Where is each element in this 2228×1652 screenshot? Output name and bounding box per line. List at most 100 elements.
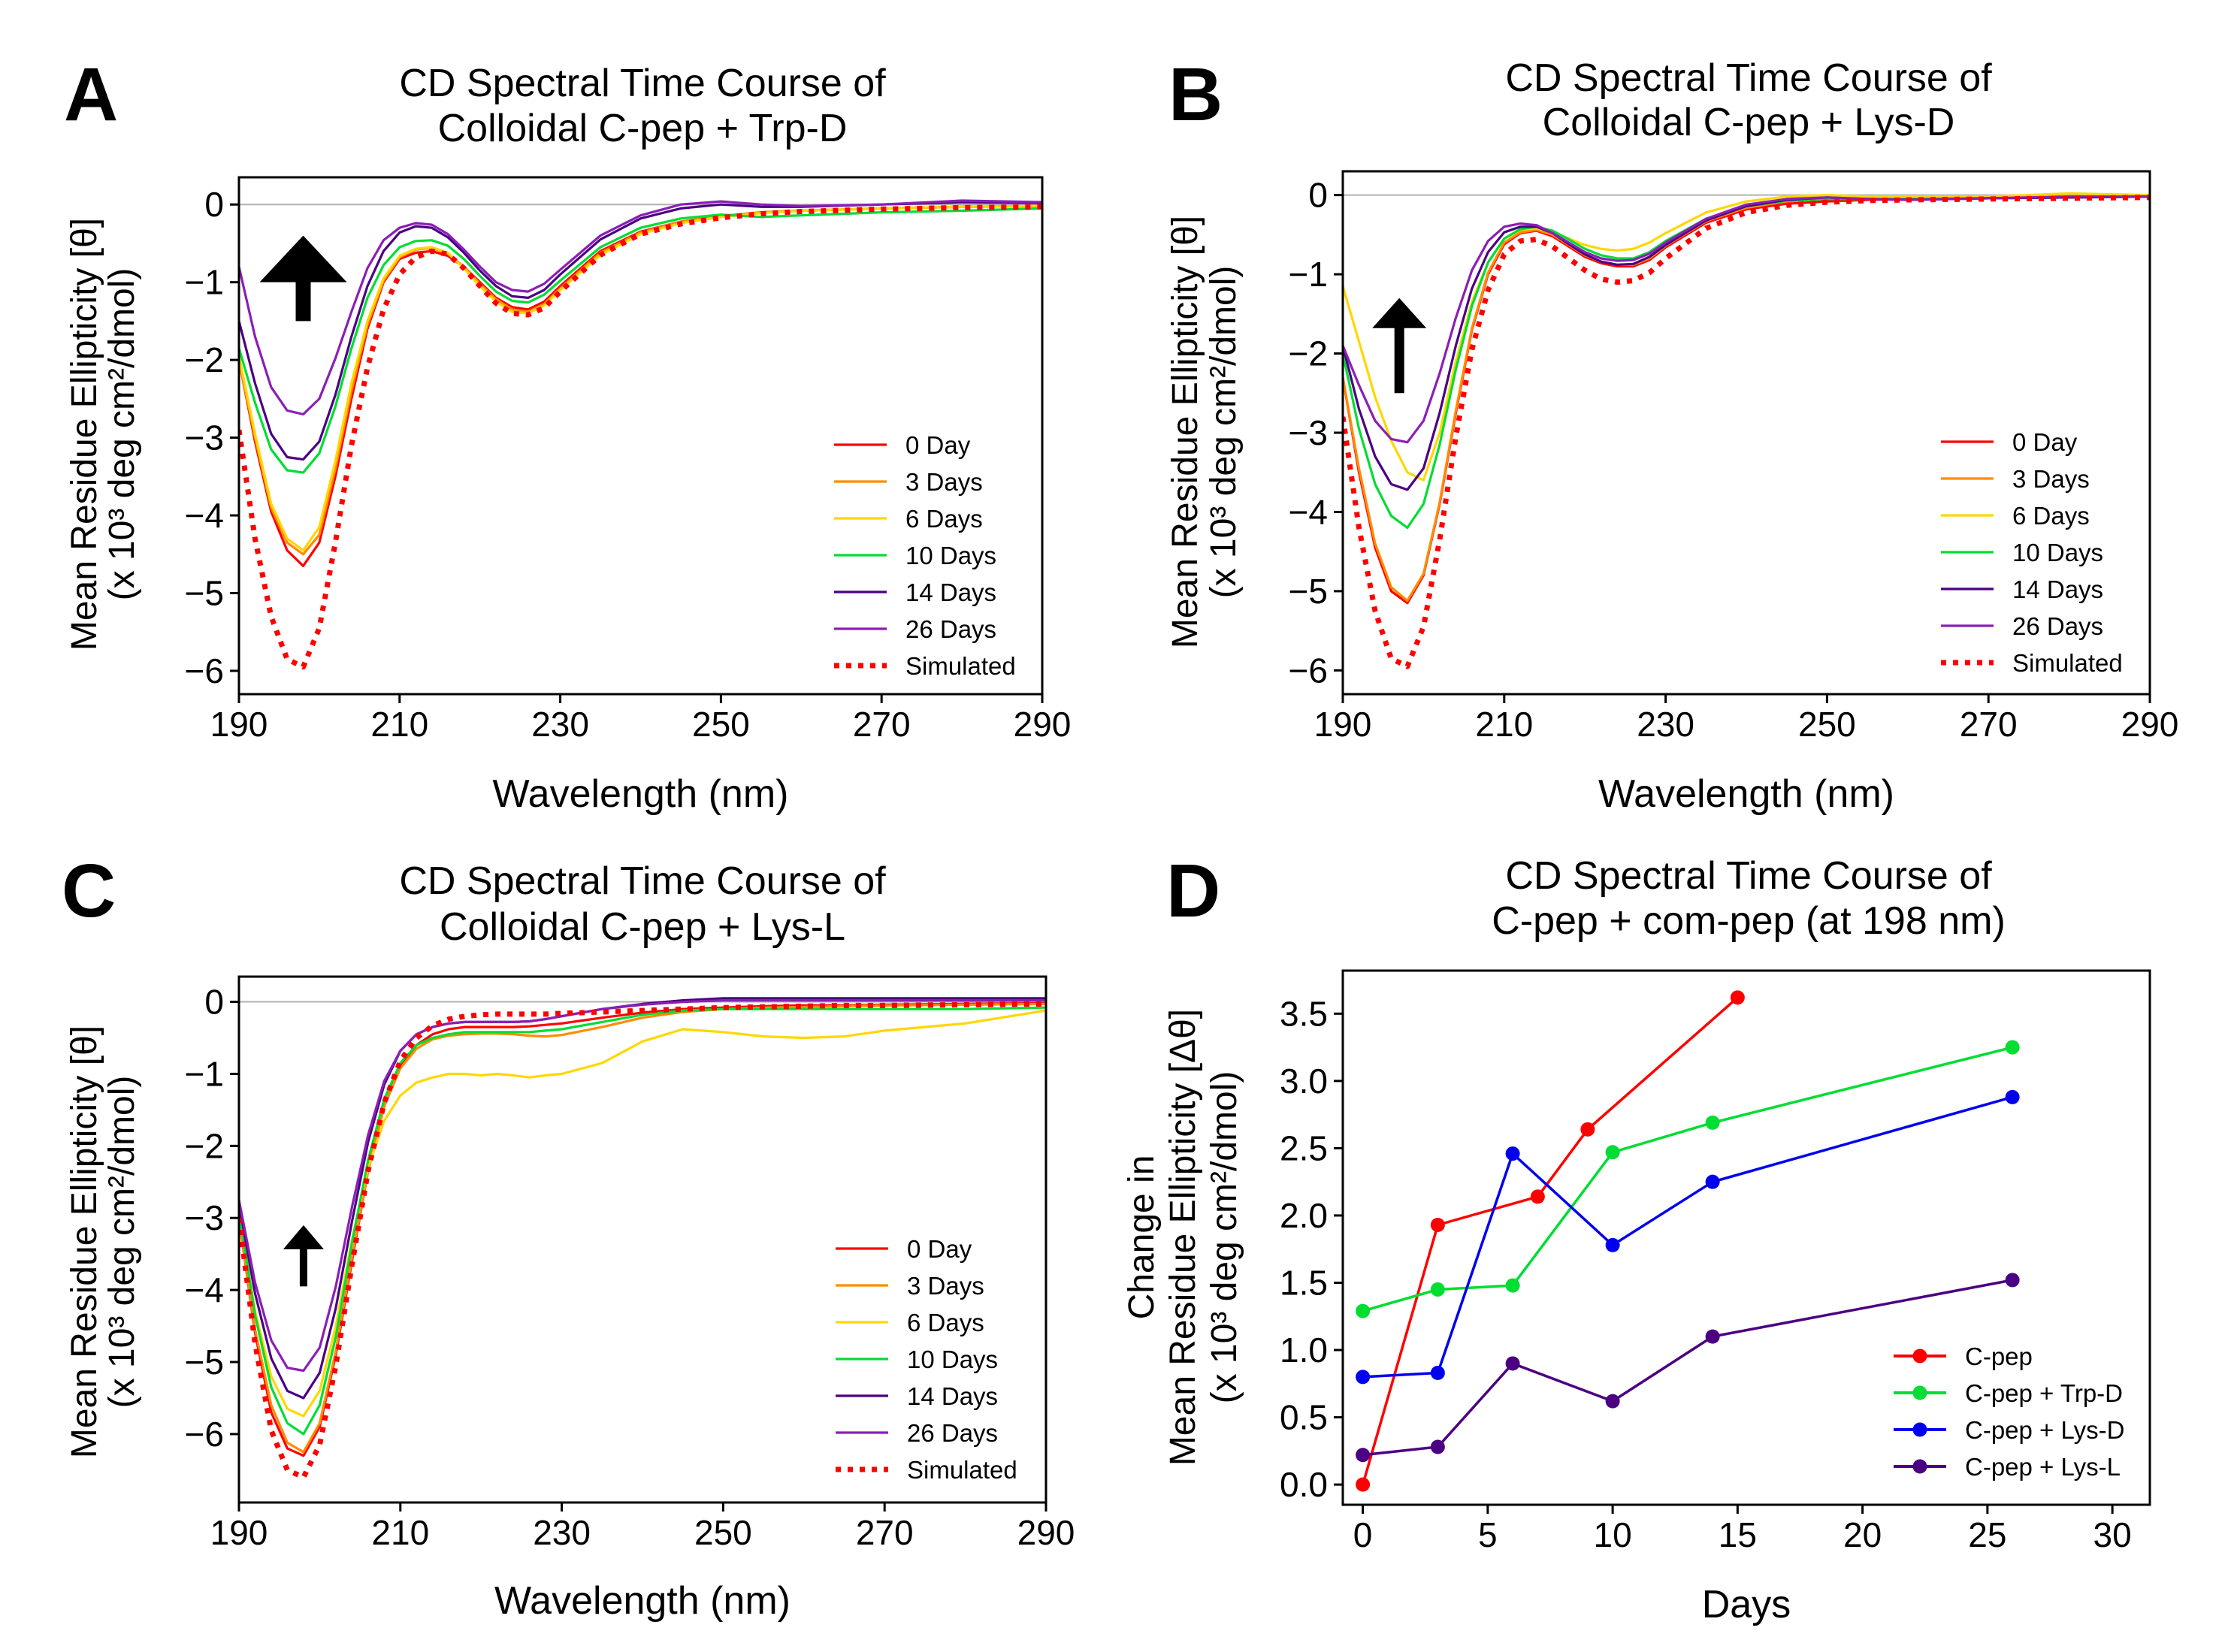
trend-arrow — [283, 1225, 324, 1287]
x-tick-label: 210 — [370, 705, 428, 744]
legend-label: 10 Days — [905, 542, 996, 569]
x-tick-label: 250 — [694, 1513, 752, 1552]
y-tick-label: −5 — [1289, 572, 1328, 611]
series-line — [1362, 1279, 2013, 1457]
x-tick-label: 230 — [1637, 705, 1694, 744]
legend-label: 6 Days — [2012, 502, 2090, 530]
x-tick-label: 10 — [1594, 1515, 1632, 1554]
y-axis-label: (x 10³ deg cm²/dmol) — [102, 1076, 142, 1409]
x-tick-label: 250 — [1798, 705, 1856, 744]
legend-label: C-pep + Lys-D — [1965, 1416, 2124, 1444]
data-point — [2005, 1089, 2020, 1104]
x-tick-label: 210 — [371, 1513, 429, 1552]
legend-label: 6 Days — [907, 1309, 984, 1336]
arrow-shaft — [1394, 326, 1404, 394]
x-tick-label: 230 — [533, 1513, 591, 1552]
data-point — [1430, 1217, 1445, 1232]
data-point — [1580, 1122, 1595, 1137]
chart-title: Colloidal C-pep + Trp-D — [438, 107, 848, 150]
y-tick-label: −2 — [185, 340, 224, 379]
series-line — [239, 201, 1042, 461]
arrow-shaft — [295, 280, 311, 322]
legend-label: 6 Days — [905, 505, 983, 533]
panel-letter: A — [64, 53, 118, 137]
y-tick-label: −1 — [185, 263, 224, 302]
series-line — [1343, 195, 2150, 530]
x-tick-label: 230 — [531, 705, 589, 744]
y-tick-label: 3.0 — [1280, 1062, 1328, 1101]
legend: 0 Day 3 Days 6 Days 10 Days 14 Days 26 Days Si… — [834, 431, 1016, 680]
data-point — [1730, 990, 1745, 1005]
legend-label: 26 Days — [907, 1419, 998, 1447]
x-axis-label: Wavelength (nm) — [1598, 772, 1894, 816]
y-tick-label: −6 — [185, 1415, 224, 1454]
x-tick-label: 270 — [853, 705, 911, 744]
y-axis-label: (x 10³ deg cm²/dmol) — [1204, 266, 1244, 599]
data-point — [1430, 1365, 1445, 1380]
y-axis-label: (x 10³ deg cm²/dmol) — [1205, 1071, 1244, 1404]
legend-label: Simulated — [2012, 649, 2123, 677]
y-tick-label: −4 — [185, 496, 224, 535]
data-point — [1705, 1174, 1720, 1189]
y-tick-label: 2.0 — [1280, 1196, 1328, 1235]
series-line — [239, 199, 1042, 416]
y-tick-label: −1 — [185, 1054, 224, 1093]
axes-frame — [237, 176, 1044, 696]
y-tick-label: −4 — [1289, 492, 1328, 531]
axes-frame — [1341, 969, 2151, 1506]
y-axis-label: Mean Residue Ellipticity [Δθ] — [1163, 1009, 1203, 1466]
x-tick-label: 190 — [210, 1513, 268, 1552]
x-tick-label: 190 — [210, 705, 268, 744]
panel-letter: B — [1168, 53, 1223, 137]
series-line — [1343, 195, 2150, 444]
arrow-head — [1372, 297, 1427, 328]
plot-area — [1343, 192, 2150, 669]
y-tick-label: −5 — [185, 1342, 224, 1382]
trend-arrow — [259, 235, 347, 322]
y-tick-label: 2.5 — [1280, 1128, 1328, 1167]
series-line — [239, 204, 1042, 670]
plot-area — [239, 997, 1046, 1480]
chart-title: CD Spectral Time Course of — [399, 859, 886, 903]
y-axis-label: Mean Residue Ellipticity [θ] — [65, 1025, 104, 1458]
data-point — [1605, 1145, 1620, 1160]
y-tick-label: 0 — [1308, 176, 1328, 215]
legend-label: 14 Days — [905, 578, 996, 606]
x-tick-label: 290 — [2121, 705, 2179, 744]
data-point — [1530, 1189, 1545, 1204]
legend: 0 Day 3 Days 6 Days 10 Days 14 Days 26 Days Si… — [1941, 428, 2123, 677]
legend-marker — [1912, 1459, 1927, 1474]
data-point — [1605, 1237, 1620, 1252]
data-point — [1356, 1477, 1371, 1492]
y-tick-label: −2 — [185, 1126, 224, 1165]
legend-label: 3 Days — [2012, 465, 2090, 493]
panel-letter: C — [62, 849, 116, 933]
legend: 0 Day 3 Days 6 Days 10 Days 14 Days 26 Days Si… — [836, 1235, 1017, 1484]
axes-frame — [237, 975, 1047, 1504]
panel-letter: D — [1166, 849, 1220, 933]
legend-label: 14 Days — [907, 1382, 998, 1410]
data-point — [2005, 1040, 2020, 1055]
legend-label: 0 Day — [905, 431, 971, 459]
x-tick-label: 250 — [692, 705, 750, 744]
panel-d: D CD Spectral Time Course ofC-pep + com-p… — [1122, 849, 2151, 1626]
x-tick-label: 190 — [1314, 705, 1372, 744]
y-tick-label: 0.0 — [1280, 1465, 1328, 1504]
series-line — [1343, 195, 2150, 669]
y-tick-label: −3 — [185, 418, 224, 458]
arrow-head — [259, 235, 347, 282]
x-tick-label: 290 — [1014, 705, 1072, 744]
trend-arrow — [1372, 297, 1427, 394]
arrow-shaft — [299, 1247, 307, 1287]
x-tick-label: 210 — [1475, 705, 1533, 744]
y-tick-label: 0 — [204, 185, 224, 224]
x-tick-label: 30 — [2093, 1515, 2132, 1554]
y-tick-label: −5 — [185, 574, 224, 613]
y-tick-label: −1 — [1289, 255, 1328, 294]
data-point — [1705, 1115, 1720, 1130]
x-tick-label: 0 — [1353, 1515, 1373, 1554]
chart-title: Colloidal C-pep + Lys-D — [1543, 101, 1955, 144]
legend-label: C-pep — [1965, 1342, 2033, 1370]
